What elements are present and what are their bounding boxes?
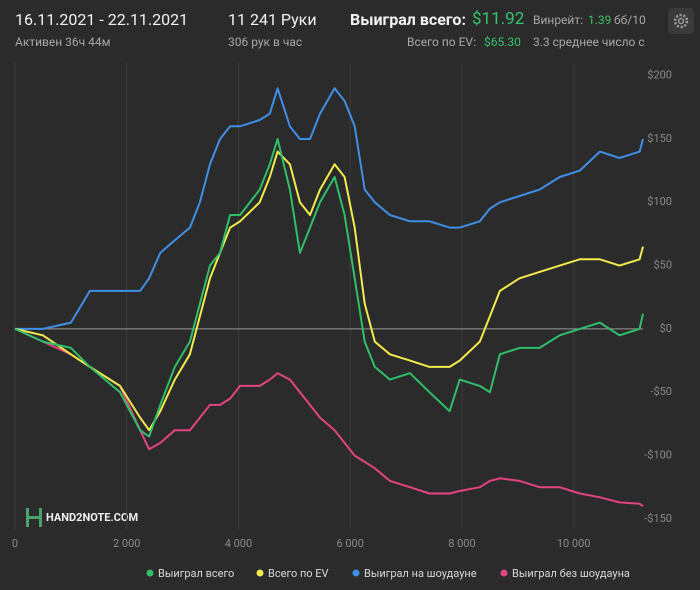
x-tick-label: 2 000 [113, 537, 140, 550]
series-line [14, 327, 644, 508]
gear-icon [673, 13, 689, 29]
legend-label: Выиграл без шоудауна [512, 567, 630, 580]
active-time: Активен 36ч 44м [15, 35, 111, 49]
y-tick-label: $50 [653, 259, 672, 272]
y-tick-label: $0 [660, 322, 672, 335]
legend-label: Выиграл всего [158, 567, 234, 580]
won-value: $11.92 [472, 9, 525, 29]
grid [14, 63, 643, 529]
x-tick-label: 0 [12, 537, 18, 550]
ev-label: Всего по EV: [407, 35, 476, 49]
lines [14, 87, 644, 508]
hands: 11 241 Руки [228, 10, 317, 29]
x-tick-label: 10 000 [557, 537, 591, 550]
x-tick-label: 4 000 [225, 537, 252, 550]
legend-label: Всего по EV [268, 567, 329, 580]
y-tick-label: -$50 [650, 385, 672, 398]
y-tick-label: $200 [647, 69, 672, 82]
winrate-unit: бб/10 [614, 13, 646, 27]
x-tick-label: 6 000 [336, 537, 363, 550]
y-tick-label: -$100 [644, 448, 672, 461]
ev-value: $65.30 [484, 35, 521, 49]
y-tick-label: $150 [647, 132, 672, 145]
won-label: Выиграл всего: [350, 10, 466, 29]
watermark: HAND2NOTE.COM [46, 511, 138, 524]
hands-per-hour: 306 рук в час [228, 35, 303, 49]
date-range: 16.11.2021 - 22.11.2021 [15, 10, 189, 29]
legend-marker [256, 569, 264, 577]
legend: Выиграл всего Всего по EV Выиграл на шоуда… [146, 567, 630, 580]
legend-marker [146, 569, 154, 577]
avg-text: 3.3 среднее число с [533, 35, 645, 49]
tick-labels: 0 2 000 4 000 6 000 8 000 10 000 -$150 -$100 -$5… [12, 69, 672, 550]
y-tick-label: $100 [647, 195, 672, 208]
winrate-label: Винрейт: [533, 13, 584, 27]
legend-marker [352, 569, 360, 577]
legend-marker [500, 569, 508, 577]
settings-button[interactable] [668, 8, 694, 34]
x-tick-label: 8 000 [448, 537, 475, 550]
series-line [14, 150, 644, 432]
winrate-value: 1.39 [588, 13, 612, 27]
series-line [15, 87, 644, 330]
legend-label: Выиграл на шоудауне [364, 567, 477, 580]
logo [26, 508, 42, 527]
series-line [14, 138, 644, 438]
header: 16.11.2021 - 22.11.2021 Активен 36ч 44м … [0, 0, 652, 60]
y-tick-label: -$150 [644, 512, 672, 525]
